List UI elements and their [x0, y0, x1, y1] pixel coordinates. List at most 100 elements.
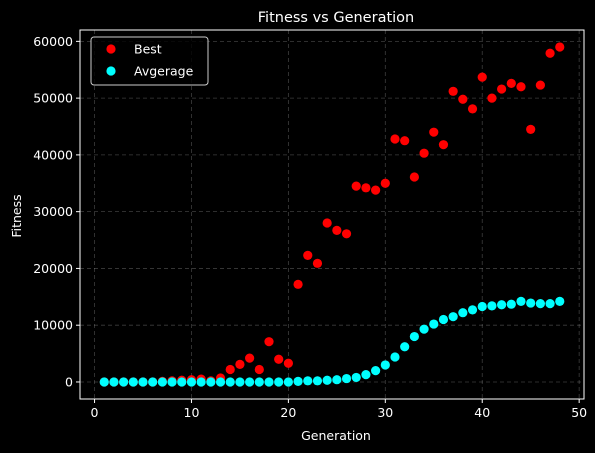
data-point-avgerage [526, 298, 536, 308]
data-point-best [322, 218, 332, 228]
legend-marker [106, 66, 116, 76]
data-point-avgerage [283, 377, 293, 387]
data-point-best [487, 93, 497, 103]
data-point-best [419, 148, 429, 158]
data-point-avgerage [535, 299, 545, 309]
data-point-best [409, 172, 419, 182]
data-point-avgerage [254, 377, 264, 387]
data-point-best [390, 134, 400, 144]
data-point-avgerage [177, 377, 187, 387]
data-point-avgerage [196, 377, 206, 387]
data-point-best [332, 225, 342, 235]
data-point-avgerage [215, 377, 226, 387]
data-point-avgerage [429, 319, 439, 329]
legend-entry: Avgerage [134, 64, 194, 79]
x-tick-label: 20 [280, 405, 296, 420]
data-point-avgerage [206, 377, 216, 387]
data-point-best [458, 94, 468, 104]
data-point-avgerage [138, 377, 148, 387]
y-tick-label: 10000 [33, 318, 73, 333]
data-point-best [516, 82, 526, 92]
data-point-best [283, 358, 293, 368]
data-point-avgerage [555, 296, 565, 306]
data-point-avgerage [293, 376, 303, 387]
data-point-best [467, 104, 478, 114]
data-point-best [351, 181, 361, 191]
data-point-avgerage [128, 377, 138, 387]
y-tick-label: 30000 [33, 204, 73, 219]
legend-entry: Best [134, 42, 162, 57]
data-point-avgerage [225, 377, 235, 387]
data-point-avgerage [274, 377, 284, 387]
data-point-avgerage [341, 373, 352, 384]
data-point-avgerage [380, 360, 390, 370]
data-point-best [254, 364, 264, 375]
data-point-avgerage [477, 301, 487, 312]
data-point-best [535, 80, 545, 90]
x-tick-label: 30 [377, 405, 393, 420]
data-point-avgerage [371, 366, 381, 376]
data-point-avgerage [438, 314, 449, 325]
x-axis-label: Generation [301, 428, 371, 443]
y-tick-label: 0 [65, 374, 73, 389]
data-point-best [429, 127, 439, 137]
data-point-best [264, 337, 274, 347]
data-point-best [293, 279, 303, 289]
data-points [99, 42, 565, 387]
data-point-best [438, 140, 449, 150]
data-point-avgerage [351, 372, 361, 383]
data-point-avgerage [467, 305, 478, 315]
data-point-best [225, 364, 235, 375]
data-point-avgerage [361, 369, 371, 380]
data-point-best [506, 78, 516, 88]
data-point-avgerage [245, 377, 255, 387]
data-point-best [361, 183, 371, 193]
data-point-avgerage [148, 377, 158, 387]
legend-marker [106, 44, 116, 54]
legend-box [90, 36, 209, 86]
series-avgerage [99, 296, 565, 387]
data-point-avgerage [545, 299, 555, 309]
data-point-best [245, 353, 255, 363]
data-point-avgerage [497, 300, 507, 310]
data-point-best [497, 84, 507, 94]
data-point-avgerage [235, 377, 245, 387]
x-tick-label: 50 [571, 405, 587, 420]
data-point-avgerage [458, 308, 468, 318]
data-point-best [555, 42, 565, 52]
y-tick-label: 60000 [33, 34, 73, 49]
data-point-best [274, 354, 284, 364]
data-point-best [477, 72, 487, 82]
data-point-avgerage [312, 376, 323, 386]
x-tick-label: 10 [184, 405, 200, 420]
x-tick-label: 40 [474, 405, 490, 420]
data-point-avgerage [409, 331, 419, 342]
data-point-avgerage [119, 377, 129, 387]
data-point-best [545, 48, 555, 58]
data-point-best [400, 136, 410, 146]
data-point-avgerage [448, 312, 458, 322]
x-tick-label: 0 [91, 405, 99, 420]
y-tick-label: 20000 [33, 261, 73, 276]
y-axis-label: Fitness [9, 194, 24, 237]
data-point-avgerage [157, 377, 167, 387]
data-point-best [371, 185, 381, 195]
y-tick-label: 40000 [33, 147, 73, 162]
data-point-best [235, 359, 245, 369]
data-point-avgerage [506, 299, 516, 309]
data-point-avgerage [99, 377, 109, 387]
data-point-avgerage [109, 377, 119, 387]
data-point-avgerage [516, 296, 526, 306]
y-tick-label: 50000 [33, 91, 73, 106]
data-point-avgerage [303, 376, 313, 386]
data-point-best [303, 250, 313, 260]
data-point-avgerage [400, 342, 410, 352]
data-point-avgerage [167, 377, 177, 387]
chart-title: Fitness vs Generation [258, 10, 414, 26]
axis-ticks: 0 10 20 30 40 50 0 10000 20000 30000 40000 50000 600… [33, 34, 587, 420]
plot-frame [79, 29, 585, 400]
data-point-avgerage [322, 375, 332, 385]
data-point-best [341, 229, 352, 239]
data-point-avgerage [390, 352, 400, 362]
data-point-avgerage [419, 324, 429, 334]
